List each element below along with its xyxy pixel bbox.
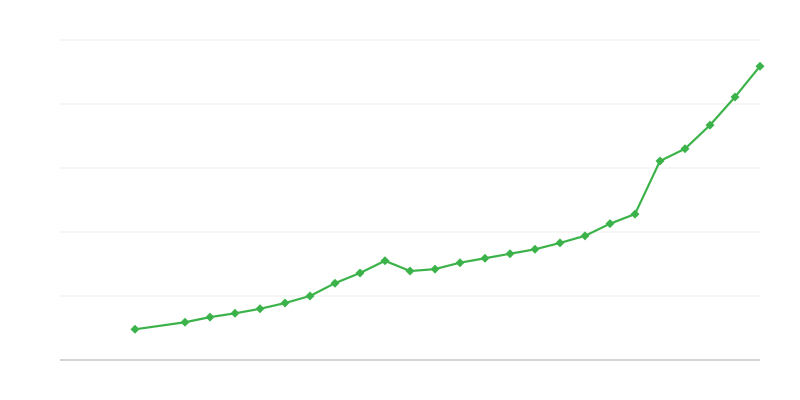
data-point [655, 156, 665, 166]
data-point [530, 244, 540, 254]
data-point [755, 61, 765, 71]
data-point [580, 231, 590, 241]
gridlines [60, 39, 760, 297]
data-point [180, 317, 190, 327]
data-point [430, 264, 440, 274]
data-point [130, 324, 140, 334]
series-group [130, 61, 765, 334]
data-point [205, 312, 215, 322]
data-point [455, 258, 465, 268]
data-point [255, 304, 265, 314]
data-point [230, 308, 240, 318]
data-point [305, 291, 315, 301]
data-point [280, 298, 290, 308]
data-point [355, 268, 365, 278]
data-point [680, 144, 690, 154]
data-point [405, 266, 415, 276]
data-point [330, 278, 340, 288]
data-point [630, 209, 640, 219]
data-point [730, 92, 740, 102]
data-point [480, 253, 490, 263]
data-point [705, 120, 715, 130]
data-point [555, 238, 565, 248]
data-point [505, 249, 515, 259]
data-point [380, 256, 390, 266]
series-line [134, 65, 761, 331]
data-point [605, 219, 615, 229]
